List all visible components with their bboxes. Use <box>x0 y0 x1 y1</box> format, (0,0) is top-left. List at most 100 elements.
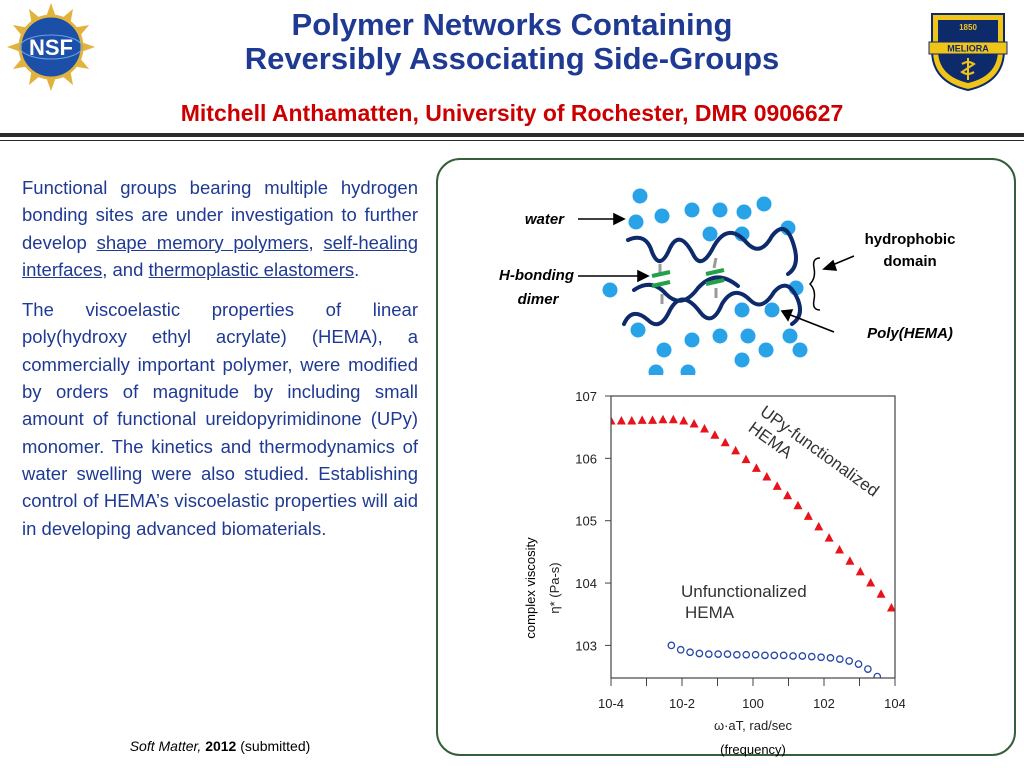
label-hbond-line-2: dimer <box>518 291 560 308</box>
water-molecule-13 <box>713 329 728 344</box>
arrow-hbond-head <box>638 271 648 281</box>
ylabel: η* (Pa-s) <box>547 562 562 613</box>
y-tick-label: 103 <box>575 638 597 653</box>
series-unf-label-line-1: Unfunctionalized <box>681 582 807 601</box>
dimer-1-bar-1 <box>652 272 670 276</box>
upy-point <box>845 556 854 565</box>
upy-point <box>638 415 647 424</box>
water-molecule-23 <box>603 283 618 298</box>
unf-point <box>668 642 674 648</box>
dimer-2-bar-1 <box>706 270 724 274</box>
water-molecule-1 <box>629 215 644 230</box>
label-poly-hema: Poly(HEMA) <box>867 325 953 342</box>
unf-point <box>687 649 693 655</box>
upy-point <box>752 463 761 472</box>
unf-point <box>762 652 768 658</box>
paragraph-2: The viscoelastic properties of linear po… <box>22 296 418 542</box>
arrow-water-head <box>614 214 624 224</box>
rochester-seal: 1850 MELIORA <box>926 10 1010 92</box>
citation: Soft Matter, 2012 (submitted) <box>0 738 440 754</box>
water-molecule-15 <box>649 365 664 376</box>
seal-motto: MELIORA <box>947 44 989 54</box>
upy-point <box>773 481 782 490</box>
page-title: Polymer Networks Containing Reversibly A… <box>150 8 874 76</box>
water-molecule-16 <box>681 365 696 376</box>
link-thermoplastic-elastomers: thermoplastic elastomers <box>149 259 355 280</box>
water-molecule-12 <box>685 333 700 348</box>
x-tick-label: 102 <box>813 696 835 711</box>
label-water: water <box>525 211 565 228</box>
unf-point <box>678 647 684 653</box>
water-molecule-10 <box>631 323 646 338</box>
water-molecule-8 <box>703 227 718 242</box>
water-molecule-14 <box>741 329 756 344</box>
unf-point <box>799 653 805 659</box>
water-molecule-3 <box>685 203 700 218</box>
tick-marks <box>605 396 895 686</box>
x-tick-labels: 10-4 10-2 100 102 104 <box>598 696 905 711</box>
water-molecule-18 <box>759 343 774 358</box>
upy-point <box>690 419 699 428</box>
unf-point <box>837 656 843 662</box>
water-molecule-17 <box>735 353 750 368</box>
header-divider-thick <box>0 133 1024 137</box>
dimer-1-bar-2 <box>652 282 670 286</box>
body-text: Functional groups bearing multiple hydro… <box>22 174 418 555</box>
upy-point <box>783 491 792 500</box>
water-molecule-4 <box>713 203 728 218</box>
upy-point <box>742 455 751 464</box>
page-subtitle: Mitchell Anthamatten, University of Roch… <box>60 100 964 127</box>
water-molecule-21 <box>735 303 750 318</box>
water-molecule-6 <box>757 197 772 212</box>
unf-point <box>827 655 833 661</box>
unf-point <box>696 650 702 656</box>
label-hbond-line-1: H-bonding <box>499 267 574 284</box>
water-molecule-5 <box>737 205 752 220</box>
upy-point <box>804 511 813 519</box>
link-shape-memory-polymers: shape memory polymers <box>97 232 309 253</box>
paragraph-1: Functional groups bearing multiple hydro… <box>22 174 418 283</box>
unf-point <box>780 652 786 658</box>
upy-point <box>793 501 802 510</box>
xlabel-extra: (frequency) <box>720 742 786 757</box>
x-tick-label: 100 <box>742 696 764 711</box>
unf-point <box>818 654 824 660</box>
upy-point <box>679 416 688 425</box>
upy-point <box>648 415 657 424</box>
side-group-3 <box>714 258 716 268</box>
water-molecule-19 <box>783 329 798 344</box>
upy-point <box>658 415 667 424</box>
y-tick-label: 105 <box>575 514 597 529</box>
water-molecule-22 <box>765 303 780 318</box>
upy-point <box>762 472 771 481</box>
water-molecule-20 <box>793 343 808 358</box>
nsf-logo: NSF <box>6 2 96 92</box>
p1-sep-2: , and <box>102 259 148 280</box>
citation-year: 2012 <box>205 738 236 754</box>
y-tick-label: 106 <box>575 451 597 466</box>
upy-point <box>627 416 636 425</box>
upy-point <box>617 416 626 425</box>
arrow-poly-head <box>782 310 792 320</box>
unf-point <box>865 666 871 672</box>
water-molecule-0 <box>633 189 648 204</box>
unf-point <box>771 652 777 658</box>
unf-point <box>790 653 796 659</box>
x-tick-label: 10-4 <box>598 696 624 711</box>
xlabel: ω·aT, rad/sec <box>714 718 793 733</box>
polymer-schematic: water H-bonding dimer Poly(HEMA) hydroph… <box>438 160 1014 375</box>
arrow-hydrophobic-head <box>824 261 836 270</box>
p1-end: . <box>354 259 359 280</box>
unf-point <box>855 661 861 667</box>
y-tick-label: 104 <box>575 576 597 591</box>
upy-point <box>710 430 719 439</box>
y-tick-label: 107 <box>575 389 597 404</box>
unf-point <box>752 652 758 658</box>
unf-point <box>809 653 815 659</box>
unf-point <box>734 652 740 658</box>
x-tick-label: 104 <box>884 696 905 711</box>
upy-point <box>825 533 834 542</box>
upy-point <box>835 545 844 554</box>
p1-sep-1: , <box>308 232 323 253</box>
seal-year: 1850 <box>959 23 977 32</box>
